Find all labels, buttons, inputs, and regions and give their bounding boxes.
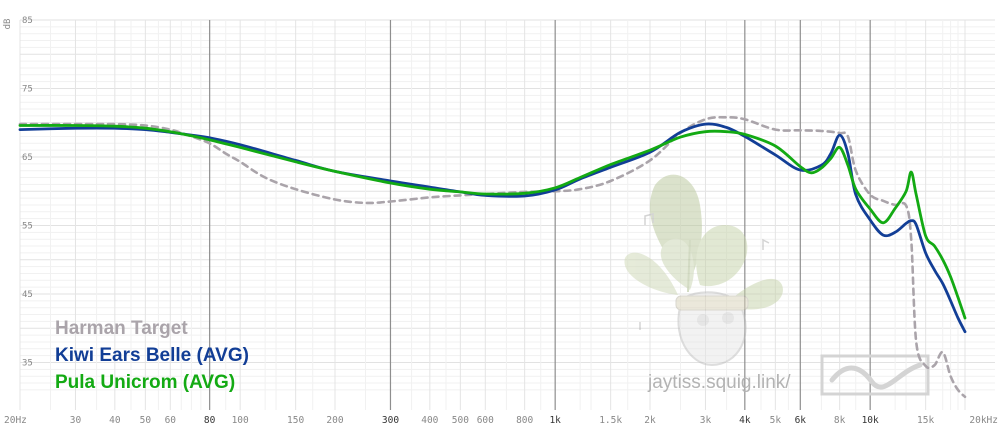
x-tick-label: 60: [165, 415, 177, 426]
x-tick-label: 150: [287, 415, 304, 426]
x-tick-label: 800: [516, 415, 533, 426]
x-tick-label: 40: [109, 415, 121, 426]
series-line-kiwi-ears-belle-avg: [18, 122, 967, 334]
x-tick-label: 20kHz: [969, 415, 998, 426]
y-tick-label: 75: [22, 85, 33, 95]
legend-entry: Harman Target: [55, 318, 188, 339]
y-tick-label: 55: [22, 222, 33, 232]
y-tick-label: 65: [22, 153, 33, 163]
x-tick-label: 6k: [795, 415, 807, 426]
y-tick-label: 45: [22, 290, 33, 300]
x-tick-label: 50: [140, 415, 152, 426]
legend-entry: Pula Unicrom (AVG): [55, 372, 235, 393]
x-tick-label: 3k: [700, 415, 712, 426]
x-tick-label: 600: [477, 415, 494, 426]
grid: [19, 19, 995, 410]
y-tick-label: 35: [22, 359, 33, 369]
x-tick-label: 300: [382, 415, 399, 426]
x-tick-label: 1k: [549, 415, 561, 426]
x-tick-label: 8k: [834, 415, 846, 426]
legend: Harman Target Kiwi Ears Belle (AVG) Pula U…: [55, 318, 249, 393]
x-tick-label: 4k: [739, 415, 751, 426]
legend-entry: Kiwi Ears Belle (AVG): [55, 345, 249, 366]
x-tick-label: 30: [70, 415, 82, 426]
x-tick-label: 10k: [862, 415, 879, 426]
y-tick-label: 85: [22, 16, 33, 26]
x-tick-label: 500: [452, 415, 469, 426]
watermark-text: jaytiss.squig.link/: [647, 372, 791, 393]
x-tick-label: 2k: [644, 415, 656, 426]
x-tick-label: 400: [421, 415, 438, 426]
series-line-pula-unicrom-avg: [18, 124, 967, 320]
x-tick-label: 80: [204, 415, 216, 426]
squiglink-logo-icon: [820, 354, 930, 396]
axes: 35 45 55 65 75 85 dB 20Hz 30 40 50 60 80 100 150 200 300…: [3, 16, 998, 426]
y-axis-label: dB: [3, 19, 13, 30]
x-tick-label: 200: [326, 415, 343, 426]
x-tick-label: 15k: [917, 415, 934, 426]
x-tick-label: 1.5k: [599, 415, 622, 426]
mascot-logo-icon: [624, 174, 783, 367]
x-tick-label: 5k: [770, 415, 782, 426]
x-tick-label: 100: [232, 415, 249, 426]
series-layer: [18, 115, 967, 399]
x-tick-label: 20Hz: [4, 415, 27, 426]
